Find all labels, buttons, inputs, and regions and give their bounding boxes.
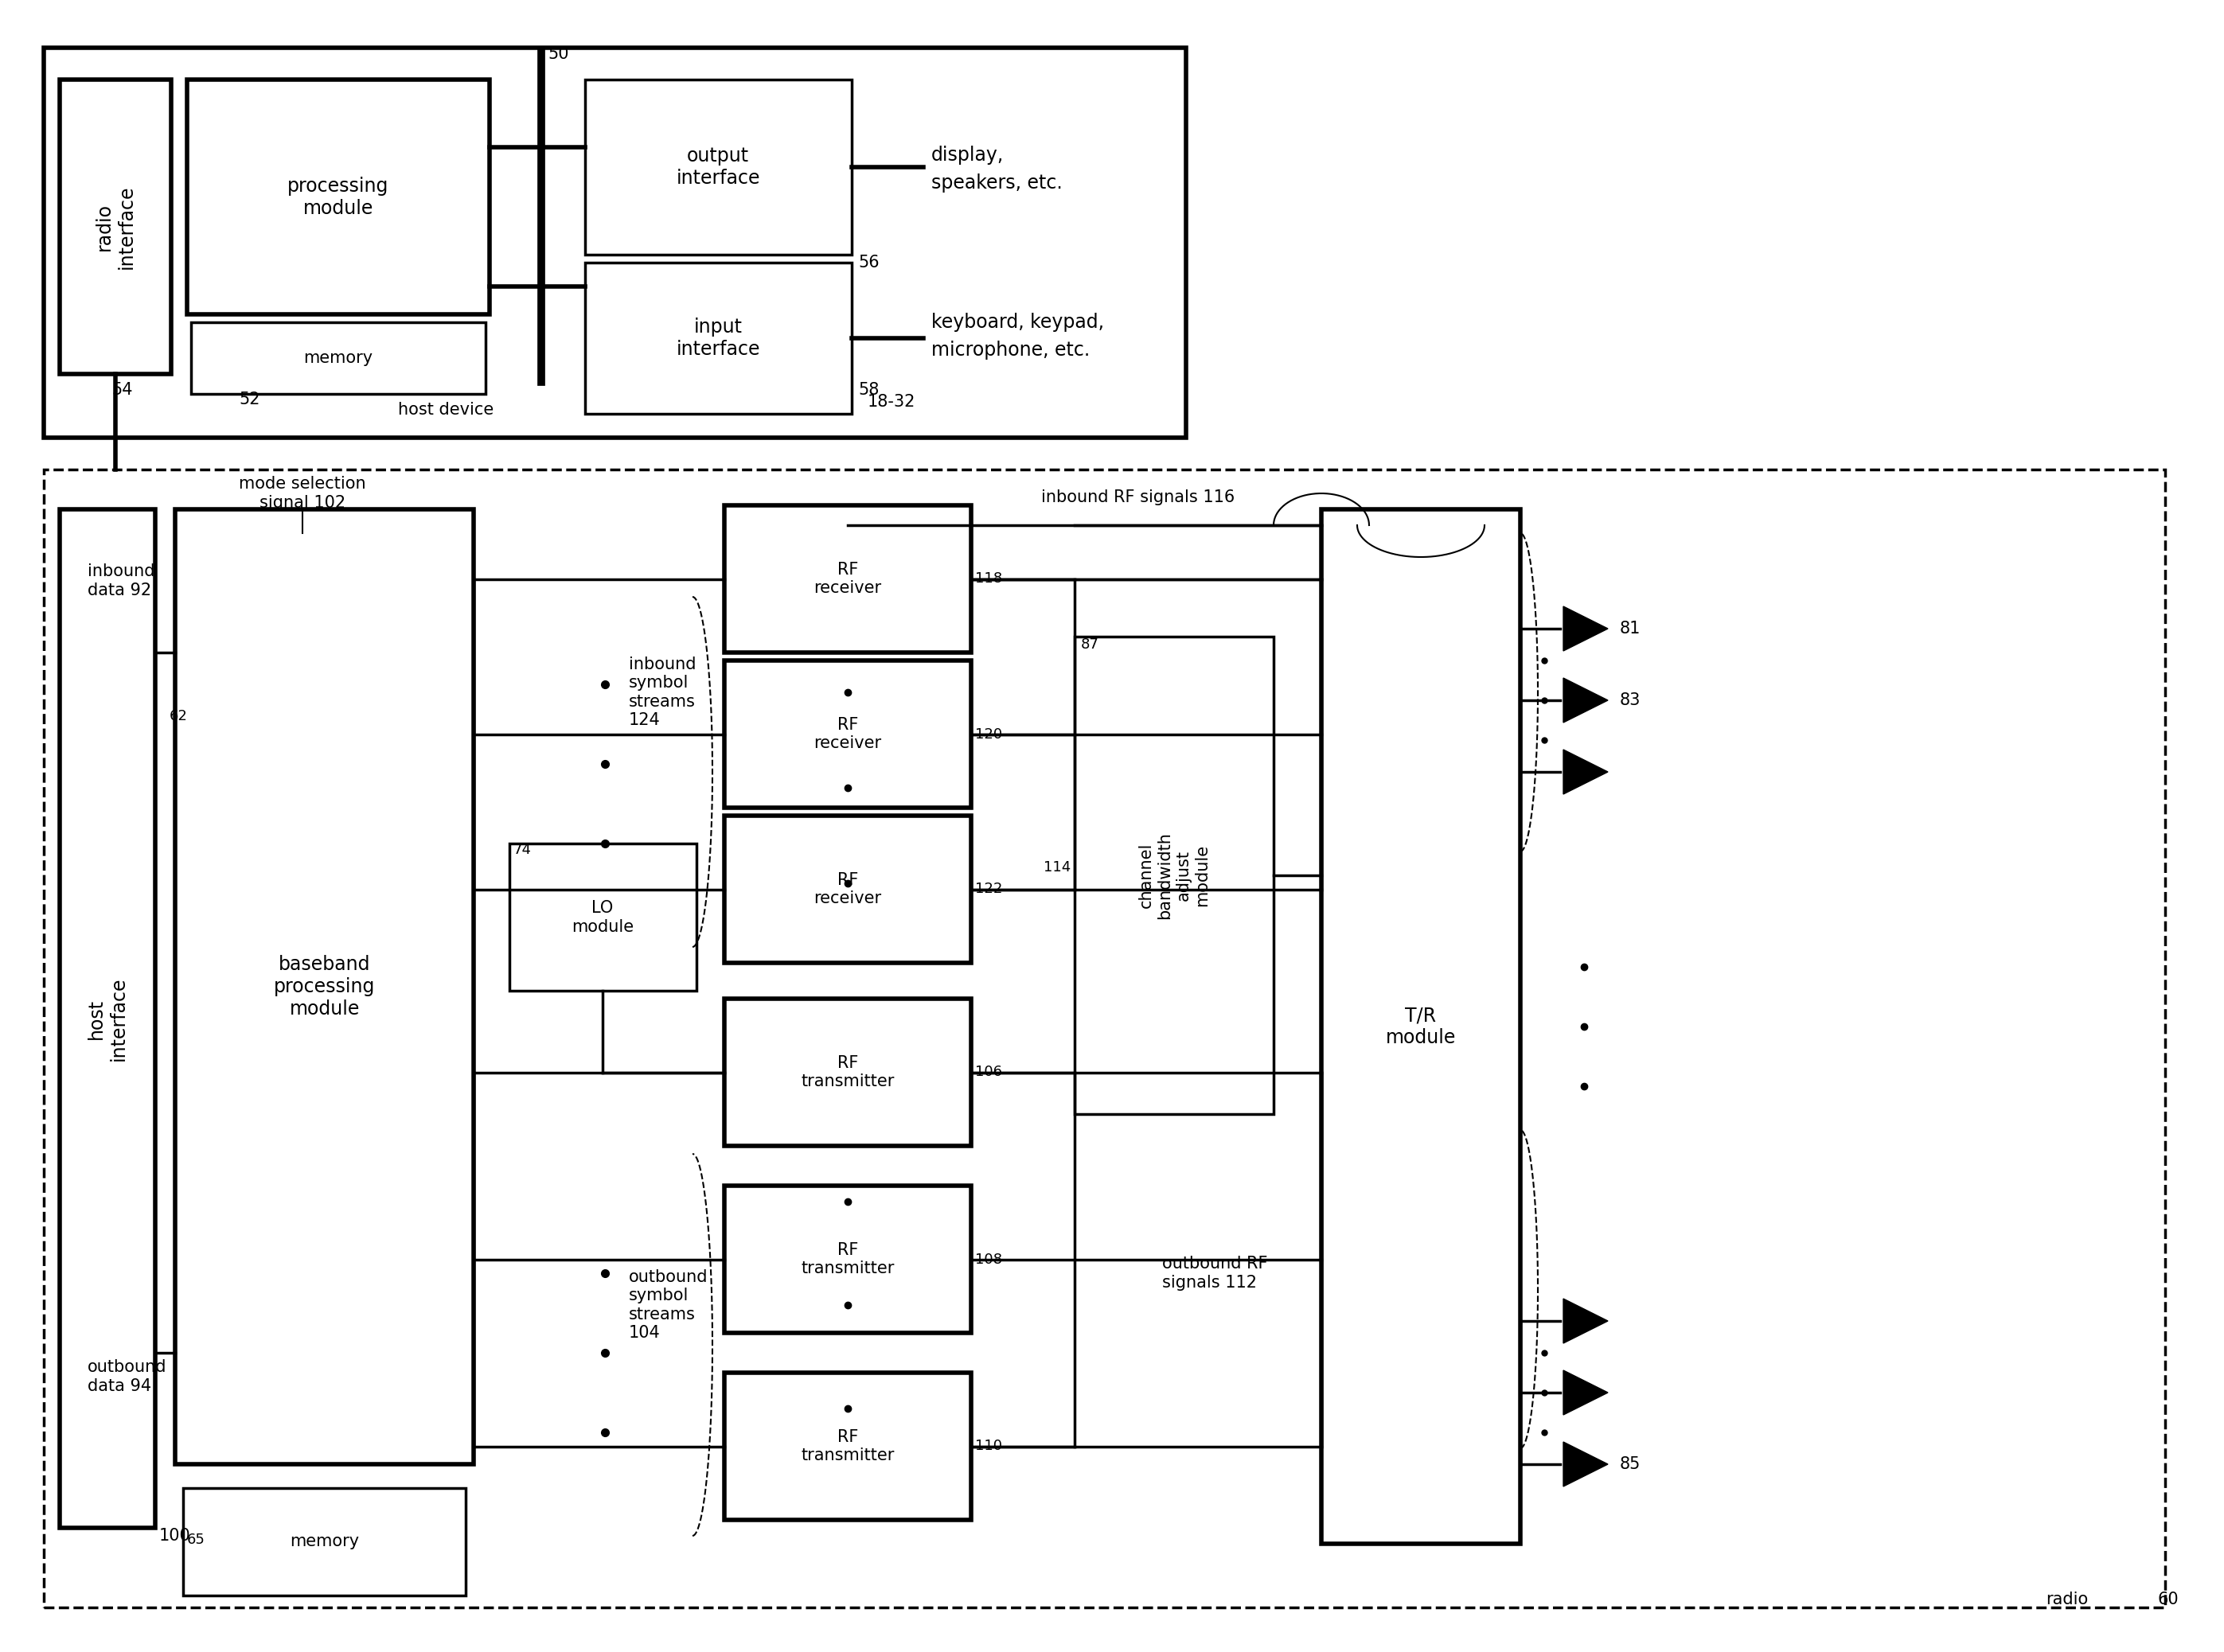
- Polygon shape: [1563, 1298, 1608, 1343]
- Text: baseband
processing
module: baseband processing module: [274, 955, 376, 1018]
- Polygon shape: [1563, 1442, 1608, 1487]
- Text: mode selection
signal 102: mode selection signal 102: [238, 476, 367, 510]
- Polygon shape: [1563, 677, 1608, 722]
- Bar: [44, 48, 1185, 438]
- Bar: [44, 469, 2166, 1607]
- Bar: [725, 816, 972, 963]
- Text: 54: 54: [111, 382, 133, 398]
- Text: 122: 122: [974, 882, 1003, 897]
- Text: 81: 81: [1619, 621, 1641, 636]
- Bar: [725, 1186, 972, 1333]
- Bar: [725, 506, 972, 653]
- Bar: [191, 322, 485, 393]
- Text: LO
module: LO module: [572, 900, 634, 935]
- Bar: [182, 1488, 465, 1596]
- Polygon shape: [1563, 1370, 1608, 1414]
- Text: 65: 65: [187, 1533, 205, 1546]
- Text: inbound RF signals 116: inbound RF signals 116: [1041, 489, 1234, 506]
- Bar: [1074, 636, 1274, 1113]
- Text: outbound
data 94: outbound data 94: [87, 1360, 167, 1394]
- Bar: [725, 1373, 972, 1520]
- Bar: [187, 79, 489, 314]
- Bar: [60, 509, 156, 1528]
- Text: 50: 50: [547, 46, 569, 63]
- Text: input
interface: input interface: [676, 317, 761, 358]
- Text: microphone, etc.: microphone, etc.: [932, 340, 1090, 360]
- Bar: [725, 661, 972, 808]
- Text: RF
transmitter: RF transmitter: [801, 1242, 894, 1277]
- Text: speakers, etc.: speakers, etc.: [932, 173, 1063, 193]
- Text: RF
transmitter: RF transmitter: [801, 1429, 894, 1464]
- Text: 60: 60: [2157, 1591, 2177, 1607]
- Text: RF
transmitter: RF transmitter: [801, 1056, 894, 1089]
- Bar: [585, 79, 852, 254]
- Text: 108: 108: [974, 1252, 1003, 1267]
- Text: 56: 56: [858, 254, 878, 271]
- Text: T/R
module: T/R module: [1386, 1006, 1457, 1047]
- Text: 118: 118: [974, 572, 1003, 586]
- Text: RF
receiver: RF receiver: [814, 562, 881, 596]
- Text: 83: 83: [1619, 692, 1641, 709]
- Text: 110: 110: [974, 1439, 1003, 1454]
- Text: 87: 87: [1081, 638, 1099, 653]
- Bar: [725, 999, 972, 1146]
- Text: radio: radio: [2046, 1591, 2088, 1607]
- Text: inbound
data 92: inbound data 92: [87, 563, 156, 598]
- Text: processing
module: processing module: [287, 177, 389, 218]
- Text: 58: 58: [858, 382, 878, 398]
- Text: outbound RF
signals 112: outbound RF signals 112: [1163, 1256, 1268, 1290]
- Bar: [509, 844, 696, 991]
- Text: 85: 85: [1619, 1457, 1641, 1472]
- Text: 74: 74: [514, 843, 532, 857]
- Text: host
interface: host interface: [87, 976, 129, 1061]
- Text: 106: 106: [974, 1066, 1003, 1079]
- Text: 52: 52: [238, 392, 260, 408]
- Text: host device: host device: [398, 401, 494, 418]
- Polygon shape: [1563, 606, 1608, 651]
- Text: 100: 100: [160, 1528, 191, 1543]
- Text: display,: display,: [932, 145, 1003, 165]
- Text: memory: memory: [305, 350, 374, 367]
- Text: radio
interface: radio interface: [96, 185, 136, 269]
- Text: keyboard, keypad,: keyboard, keypad,: [932, 312, 1103, 332]
- Text: RF
receiver: RF receiver: [814, 872, 881, 907]
- Bar: [176, 509, 474, 1464]
- Bar: [585, 263, 852, 413]
- Text: RF
receiver: RF receiver: [814, 717, 881, 752]
- Bar: [1321, 509, 1521, 1543]
- Text: 114: 114: [1043, 861, 1070, 874]
- Text: 120: 120: [974, 727, 1003, 742]
- Text: outbound
symbol
streams
104: outbound symbol streams 104: [629, 1269, 707, 1341]
- Polygon shape: [1563, 750, 1608, 795]
- Text: channel
bandwidth
adjust
module: channel bandwidth adjust module: [1139, 831, 1210, 919]
- Text: output
interface: output interface: [676, 147, 761, 188]
- Text: 62: 62: [169, 709, 187, 724]
- Bar: [60, 79, 171, 373]
- Text: memory: memory: [289, 1533, 360, 1550]
- Text: inbound
symbol
streams
124: inbound symbol streams 124: [629, 656, 696, 729]
- Text: 18-32: 18-32: [867, 393, 916, 410]
